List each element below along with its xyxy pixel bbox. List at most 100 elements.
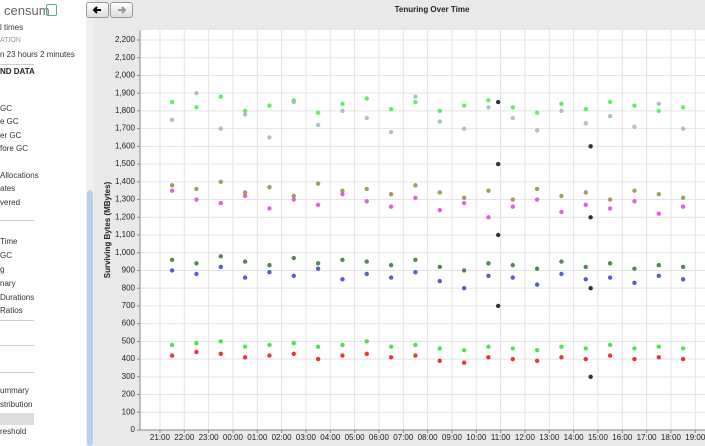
nav-item[interactable]: g <box>0 265 5 274</box>
data-point <box>495 303 501 309</box>
separator <box>0 320 34 321</box>
data-point <box>486 98 491 103</box>
data-point <box>588 374 593 380</box>
nav-item[interactable]: ummary <box>0 386 29 395</box>
data-point <box>486 344 491 349</box>
x-tick-label: 05:00 <box>345 433 366 442</box>
nav-item[interactable]: GC <box>0 251 12 260</box>
nav-item[interactable]: vered <box>0 198 21 207</box>
data-point <box>194 186 199 192</box>
data-point <box>194 340 199 346</box>
x-tick-label: 19:00 <box>685 433 705 442</box>
data-point <box>495 161 501 167</box>
data-point <box>218 126 223 131</box>
data-point <box>242 108 248 114</box>
x-tick-label: 01:00 <box>247 433 268 442</box>
nav-item[interactable]: Allocations <box>0 171 39 180</box>
data-point <box>486 105 491 110</box>
nav-item[interactable]: ates <box>0 184 16 193</box>
data-point <box>680 346 686 351</box>
data-point <box>315 181 321 186</box>
x-tick-label: 00:00 <box>223 433 244 442</box>
back-button[interactable] <box>86 2 109 18</box>
data-point <box>607 114 613 119</box>
data-point <box>607 206 613 211</box>
x-tick-label: 17:00 <box>637 433 658 442</box>
data-point <box>656 262 661 268</box>
nav-item[interactable]: er GC <box>0 131 22 140</box>
nav-item[interactable]: fore GC <box>0 144 29 153</box>
data-point <box>364 96 369 101</box>
data-point <box>169 353 175 358</box>
data-point <box>461 268 467 273</box>
y-tick-label: 200 <box>122 390 136 399</box>
data-point <box>364 259 369 264</box>
data-point <box>388 204 394 209</box>
data-point <box>461 285 467 291</box>
data-point <box>510 262 515 268</box>
data-point <box>267 342 272 348</box>
data-point <box>388 344 394 349</box>
data-point <box>315 110 321 115</box>
data-point <box>340 257 345 263</box>
nav-item[interactable]: n 23 hours 2 minutes <box>0 50 75 59</box>
data-point <box>340 277 345 282</box>
scroll-thumb[interactable] <box>87 190 93 446</box>
y-tick-label: 300 <box>122 372 136 381</box>
data-point <box>534 266 540 271</box>
plot-area <box>140 30 705 430</box>
data-point <box>194 349 199 355</box>
data-point <box>218 339 223 344</box>
x-tick-label: 06:00 <box>369 433 390 442</box>
nav-item[interactable]: ND DATA <box>0 67 35 76</box>
nav-item[interactable]: Durations <box>0 293 35 302</box>
data-point <box>656 211 661 216</box>
separator <box>0 372 34 373</box>
data-point <box>680 204 686 209</box>
data-point <box>267 103 272 108</box>
data-point <box>437 278 442 284</box>
data-point <box>437 190 442 195</box>
data-point <box>588 285 593 291</box>
forward-button[interactable] <box>110 2 133 18</box>
data-point <box>461 195 467 200</box>
nav-item[interactable]: e GC <box>0 117 19 126</box>
y-tick-label: 900 <box>122 266 136 275</box>
data-point <box>632 199 637 204</box>
data-point <box>315 356 321 362</box>
data-point <box>291 255 296 261</box>
data-point <box>656 344 661 349</box>
data-point <box>194 197 199 202</box>
data-point <box>583 356 588 362</box>
nav-item[interactable]: reshold <box>0 427 27 436</box>
data-point <box>169 99 175 105</box>
data-point <box>632 356 637 362</box>
data-point <box>413 270 418 275</box>
data-point <box>291 351 296 356</box>
nav-item[interactable]: l times <box>0 23 24 32</box>
data-point <box>680 126 686 131</box>
nav-item[interactable]: Ratios <box>0 306 23 315</box>
logo: censum <box>4 3 50 18</box>
data-point <box>413 94 418 99</box>
data-point <box>583 106 588 112</box>
data-point <box>437 264 442 270</box>
nav-item[interactable]: stribution <box>0 400 33 409</box>
main-panel: Tenuring Over Time Surviving Bytes (MByt… <box>86 0 705 446</box>
data-point <box>437 207 442 213</box>
nav-item[interactable]: ATION <box>0 37 21 44</box>
data-point <box>291 193 296 199</box>
data-point <box>437 358 442 364</box>
data-point <box>267 206 272 211</box>
data-point <box>388 129 394 135</box>
data-point <box>461 360 467 365</box>
data-point <box>583 277 588 282</box>
data-point <box>267 135 272 140</box>
data-point <box>559 344 564 349</box>
x-tick-label: 18:00 <box>661 433 682 442</box>
nav-item[interactable]: Time <box>0 237 18 246</box>
nav-item[interactable]: nary <box>0 279 16 288</box>
x-tick-label: 22:00 <box>174 433 195 442</box>
nav-item[interactable]: GC <box>0 104 12 113</box>
data-point <box>495 232 501 238</box>
